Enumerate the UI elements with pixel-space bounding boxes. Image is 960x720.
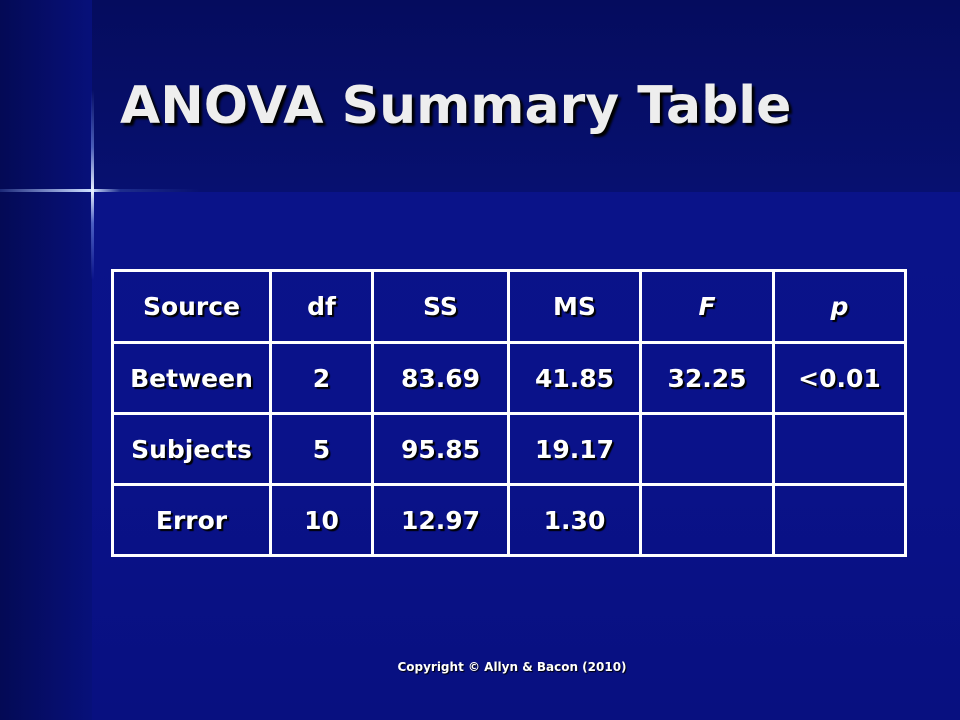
table-cell: Subjects xyxy=(111,412,272,486)
flare xyxy=(91,90,94,280)
empty-cell xyxy=(772,412,907,486)
table-cell: 19.17 xyxy=(507,412,642,486)
flare xyxy=(0,189,200,192)
header-cell: df xyxy=(269,269,374,344)
table-cell: Between xyxy=(111,341,272,415)
left-band xyxy=(0,0,92,720)
table-row: Subjects 5 95.85 19.17 xyxy=(111,412,907,486)
table-cell: 1.30 xyxy=(507,483,642,557)
footer: Copyright © Allyn & Bacon (2010) xyxy=(397,660,627,674)
table-cell: 5 xyxy=(269,412,374,486)
table-cell: 2 xyxy=(269,341,374,415)
table-cell: 10 xyxy=(269,483,374,557)
header-cell: MS xyxy=(507,269,642,344)
title: ANOVA Summary Table xyxy=(120,76,792,136)
empty-cell xyxy=(639,483,775,557)
table-cell: 12.97 xyxy=(371,483,510,557)
table-cell: 32.25 xyxy=(639,341,775,415)
header-cell: SS xyxy=(371,269,510,344)
header-cell: Source xyxy=(111,269,272,344)
header-cell: p xyxy=(772,269,907,344)
table-cell: 41.85 xyxy=(507,341,642,415)
header-cell: F xyxy=(639,269,775,344)
table-cell: 83.69 xyxy=(371,341,510,415)
table-cell: 95.85 xyxy=(371,412,510,486)
table-cell: Error xyxy=(111,483,272,557)
top-band xyxy=(0,0,960,192)
empty-cell xyxy=(639,412,775,486)
empty-cell xyxy=(772,483,907,557)
table-cell: <0.01 xyxy=(772,341,907,415)
table-row: Error 10 12.97 1.30 xyxy=(111,483,907,557)
table-row: Between 2 83.69 41.85 32.25 <0.01 xyxy=(111,341,907,415)
